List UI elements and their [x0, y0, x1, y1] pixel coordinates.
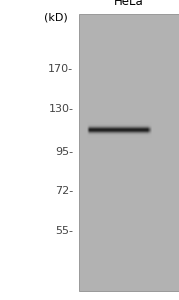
Text: 95-: 95-	[55, 147, 73, 157]
Text: 130-: 130-	[48, 104, 73, 114]
Text: (kD): (kD)	[44, 12, 68, 22]
FancyBboxPatch shape	[79, 14, 179, 291]
Text: 55-: 55-	[55, 226, 73, 236]
Text: 72-: 72-	[55, 186, 73, 196]
Text: HeLa: HeLa	[114, 0, 144, 8]
Text: 170-: 170-	[48, 64, 73, 74]
